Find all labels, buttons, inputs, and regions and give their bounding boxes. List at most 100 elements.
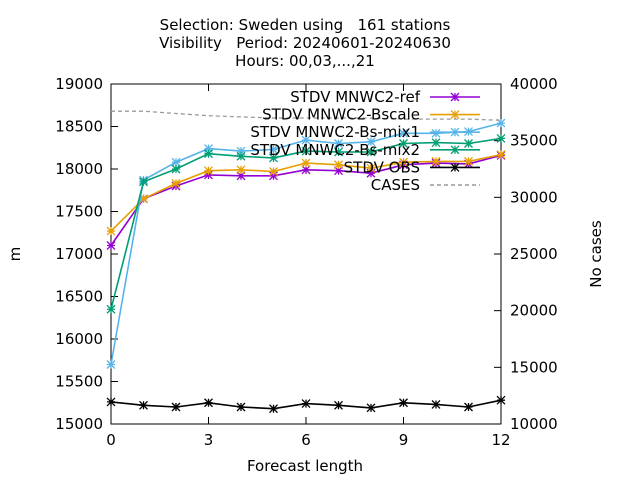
data-point bbox=[366, 403, 376, 413]
data-point-glyph bbox=[301, 158, 311, 168]
data-point bbox=[334, 160, 343, 170]
data-point bbox=[106, 304, 116, 314]
data-point-glyph bbox=[106, 397, 116, 407]
data-point bbox=[399, 128, 408, 138]
data-point-glyph bbox=[106, 360, 116, 369]
data-point bbox=[301, 146, 311, 156]
legend-item: STDV MNWC2-ref bbox=[290, 88, 480, 106]
data-point bbox=[399, 139, 408, 148]
y-tick-label: 17500 bbox=[55, 203, 103, 221]
x-axis-label: Forecast length bbox=[247, 457, 363, 475]
data-point-glyph bbox=[334, 400, 343, 410]
data-point bbox=[399, 398, 408, 408]
y-tick-label: 18500 bbox=[55, 118, 103, 136]
data-point-glyph bbox=[236, 165, 246, 175]
chart-title: Selection: Sweden using 161 stations Vis… bbox=[159, 16, 451, 70]
y-tick-label: 19000 bbox=[55, 75, 103, 93]
legend-marker bbox=[450, 92, 460, 102]
data-point-glyph bbox=[269, 144, 278, 154]
x-tick-label: 0 bbox=[106, 431, 116, 449]
data-point bbox=[236, 402, 246, 412]
data-point bbox=[269, 404, 278, 414]
y2-axis-label: No cases bbox=[587, 220, 605, 288]
title-line-2: Visibility Period: 20240601-20240630 bbox=[159, 34, 451, 52]
data-point-glyph bbox=[431, 128, 441, 138]
y-tick-label: 17000 bbox=[55, 245, 103, 263]
data-point bbox=[171, 157, 181, 167]
data-point-glyph bbox=[236, 402, 246, 412]
legend-item: STDV MNWC2-Bs-mix1 bbox=[250, 123, 480, 141]
data-point-glyph bbox=[301, 165, 311, 175]
data-point-glyph bbox=[334, 139, 343, 148]
legend-item: STDV MNWC2-Bs-mix2 bbox=[250, 141, 480, 159]
data-point bbox=[236, 146, 246, 156]
data-point bbox=[204, 170, 213, 180]
data-point bbox=[366, 137, 376, 147]
data-point bbox=[301, 135, 311, 145]
data-point-glyph bbox=[496, 118, 506, 128]
data-point bbox=[301, 399, 311, 409]
data-point-glyph bbox=[464, 156, 473, 166]
legend-marker-glyph bbox=[450, 92, 460, 102]
data-point bbox=[106, 241, 116, 250]
y2-tick-label: 30000 bbox=[510, 188, 558, 206]
title-line-1: Selection: Sweden using 161 stations bbox=[160, 16, 451, 34]
data-point bbox=[236, 165, 246, 175]
data-point-glyph bbox=[269, 171, 278, 181]
data-point bbox=[204, 166, 213, 176]
data-point-glyph bbox=[464, 139, 473, 148]
data-point-glyph bbox=[399, 139, 408, 148]
data-point bbox=[496, 150, 506, 160]
data-point bbox=[171, 402, 181, 412]
legend-marker-glyph bbox=[450, 162, 460, 172]
data-point-glyph bbox=[236, 151, 246, 161]
series-stdv-mnwc2-bscale bbox=[106, 150, 506, 236]
data-point-glyph bbox=[269, 153, 278, 163]
legend-label: STDV MNWC2-Bscale bbox=[262, 106, 420, 124]
data-point-glyph bbox=[301, 146, 311, 156]
data-point bbox=[139, 194, 148, 204]
data-point bbox=[399, 157, 408, 167]
data-point bbox=[464, 402, 473, 412]
legend-marker bbox=[450, 145, 460, 155]
data-point bbox=[334, 147, 343, 157]
data-point bbox=[171, 178, 181, 188]
y2-tick-label: 25000 bbox=[510, 245, 558, 263]
data-point bbox=[204, 149, 213, 159]
legend-item: STDV MNWC2-Bscale bbox=[262, 106, 480, 124]
data-point-glyph bbox=[464, 402, 473, 412]
data-point bbox=[431, 156, 441, 166]
data-point bbox=[269, 171, 278, 181]
data-point bbox=[366, 163, 376, 173]
legend-marker bbox=[450, 127, 460, 137]
data-point-glyph bbox=[171, 178, 181, 188]
x-tick-label: 6 bbox=[301, 431, 311, 449]
title-line-3: Hours: 00,03,...,21 bbox=[235, 52, 375, 70]
data-point bbox=[366, 147, 376, 157]
y-tick-label: 15000 bbox=[55, 415, 103, 433]
data-point bbox=[431, 128, 441, 138]
legend-marker bbox=[450, 162, 460, 172]
data-point bbox=[269, 167, 278, 177]
data-point-glyph bbox=[399, 398, 408, 408]
data-point bbox=[496, 395, 506, 405]
data-point-glyph bbox=[139, 177, 148, 187]
data-point-glyph bbox=[431, 138, 441, 148]
data-point-glyph bbox=[496, 395, 506, 405]
data-point-glyph bbox=[399, 128, 408, 138]
data-point-glyph bbox=[431, 399, 441, 409]
data-point bbox=[431, 399, 441, 409]
series-stdv-mnwc2-bs-mix2 bbox=[106, 133, 506, 314]
legend-marker-glyph bbox=[450, 145, 460, 155]
data-point-glyph bbox=[106, 241, 116, 250]
legend-label: STDV MNWC2-ref bbox=[290, 88, 420, 106]
data-point-glyph bbox=[204, 149, 213, 159]
data-point bbox=[139, 177, 148, 187]
y-tick-label: 18000 bbox=[55, 160, 103, 178]
data-point bbox=[139, 400, 148, 410]
y-tick-label: 15500 bbox=[55, 373, 103, 391]
legend-label: CASES bbox=[371, 176, 420, 194]
data-point-glyph bbox=[431, 156, 441, 166]
data-point-glyph bbox=[334, 166, 343, 176]
